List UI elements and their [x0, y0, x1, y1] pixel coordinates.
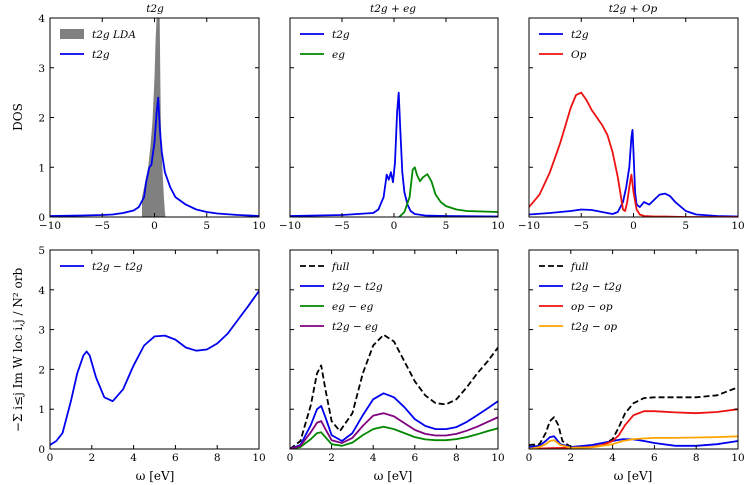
- xtick-label: 0: [47, 452, 54, 464]
- series-dos-t2g-op-1-line: [529, 91, 738, 217]
- xtick-label: 5: [203, 220, 210, 232]
- legend-label: full: [331, 261, 349, 273]
- legend-w-t2g-op: full t2g − t2g op − op t2g − op: [539, 261, 622, 333]
- ylabel-dos: DOS: [11, 103, 25, 131]
- xlabel-w-2: ω [eV]: [374, 469, 413, 483]
- series-w-t2g-0-line: [50, 290, 259, 446]
- legend-label: t2g: [332, 29, 350, 41]
- axes-frame-w-t2g-op: [528, 249, 739, 450]
- title-dos-t2g-op: t2g + Op: [609, 3, 658, 15]
- xtick-label: 0: [526, 452, 533, 464]
- title-dos-t2g: t2g: [146, 3, 164, 15]
- series-dos-t2g-eg-1-line: [398, 166, 498, 217]
- ylabel-w: −Σ i≤j Im W loc i,j / N² orb: [11, 268, 25, 433]
- series-w-t2g-eg-3-line: [290, 412, 498, 449]
- xtick-label: 4: [130, 452, 137, 464]
- xtick-label: 10: [252, 220, 265, 232]
- legend-label: t2g − t2g: [332, 281, 383, 293]
- ytick-label: 0: [38, 212, 45, 224]
- legend-label: t2g − op: [571, 321, 617, 333]
- legend-label: t2g − eg: [332, 321, 378, 333]
- xtick-label: −10: [39, 220, 61, 232]
- xtick-label: −10: [518, 220, 540, 232]
- xtick-label: −10: [279, 220, 301, 232]
- ytick-label: 1: [38, 404, 45, 416]
- legend-w-t2g-eg: full t2g − t2g eg − eg t2g − eg: [300, 261, 383, 333]
- xtick-label: 4: [609, 452, 616, 464]
- legend-w-t2g: t2g − t2g: [60, 261, 143, 273]
- xtick-label: 0: [630, 220, 637, 232]
- panel-dos-t2g-op: −10 −5 0 5 10 t2g Op: [518, 17, 745, 232]
- series-w-t2g-op-3-line: [529, 435, 738, 449]
- xtick-label: 10: [731, 220, 744, 232]
- xtick-label: 0: [287, 452, 294, 464]
- ytick-label: 2: [38, 364, 45, 376]
- xtick-label: 10: [252, 452, 265, 464]
- xtick-label: 6: [172, 452, 179, 464]
- axes-frame-w-t2g: [49, 249, 260, 450]
- legend-label: Op: [571, 49, 587, 61]
- series-dos-t2g-1-line: [50, 96, 259, 217]
- xtick-label: 10: [731, 452, 744, 464]
- panel-w-t2g: 0 2 4 6 8 10 0 1 2 3 4 5 t2g − t2g: [38, 245, 265, 464]
- xtick-label: 0: [151, 220, 158, 232]
- xtick-label: 5: [682, 220, 689, 232]
- legend-label: full: [570, 261, 588, 273]
- xtick-label: −5: [574, 220, 589, 232]
- xtick-label: 2: [88, 452, 95, 464]
- xlabel-w-3: ω [eV]: [614, 469, 653, 483]
- series-w-t2g-eg-2-line: [290, 425, 498, 449]
- ytick-label: 5: [38, 245, 45, 257]
- legend-label: op − op: [571, 301, 613, 313]
- series-dos-t2g-eg-0-line: [290, 91, 498, 217]
- ytick-label: 3: [38, 325, 45, 337]
- axes-frame-dos-t2g-eg: [289, 17, 499, 218]
- series-dos-t2g-op-0-line: [529, 128, 738, 217]
- legend-dos-t2g-eg: t2g eg: [300, 29, 350, 61]
- legend-dos-t2g: t2g LDA t2g: [60, 29, 136, 61]
- xtick-label: 0: [391, 220, 398, 232]
- title-dos-t2g-eg: t2g + eg: [370, 3, 416, 15]
- xtick-label: 2: [567, 452, 574, 464]
- xtick-label: 8: [214, 452, 221, 464]
- panel-dos-t2g: −10 −5 0 5 10 0 1 2 3 4 t2g LDA t2g: [38, 13, 265, 232]
- legend-label: t2g: [571, 29, 589, 41]
- xtick-label: 6: [651, 452, 658, 464]
- legend-dos-t2g-op: t2g Op: [539, 29, 589, 61]
- legend-label: t2g − t2g: [92, 261, 143, 273]
- xtick-label: 10: [491, 220, 504, 232]
- ytick-label: 4: [38, 285, 45, 297]
- xtick-label: 4: [370, 452, 377, 464]
- ytick-label: 1: [38, 162, 45, 174]
- xtick-label: 5: [443, 220, 450, 232]
- xlabel-w-1: ω [eV]: [136, 469, 175, 483]
- xtick-label: −5: [95, 220, 110, 232]
- series-w-t2g-eg-1-line: [290, 392, 498, 449]
- xtick-label: 8: [453, 452, 460, 464]
- ytick-label: 2: [38, 113, 45, 125]
- series-w-t2g-op-0-line: [529, 386, 738, 448]
- legend-label: t2g − t2g: [571, 281, 622, 293]
- panel-dos-t2g-eg: −10 −5 0 5 10 t2g eg: [279, 17, 505, 232]
- legend-label: eg: [332, 49, 345, 61]
- xtick-label: 6: [411, 452, 418, 464]
- ytick-label: 3: [38, 63, 45, 75]
- legend-swatch: [60, 29, 84, 39]
- ytick-label: 4: [38, 13, 45, 25]
- legend-label: t2g: [92, 49, 110, 61]
- panel-w-t2g-op: 0 2 4 6 8 10 full t2g − t2g op − op t2g − op: [526, 249, 745, 464]
- xtick-label: 8: [693, 452, 700, 464]
- panel-w-t2g-eg: 0 2 4 6 8 10 full t2g − t2g eg − eg t2g − eg: [287, 249, 505, 464]
- legend-label: t2g LDA: [92, 29, 136, 41]
- series-dos-t2g-0-area: [142, 18, 166, 217]
- axes-frame-w-t2g-eg: [289, 249, 499, 450]
- xtick-label: 10: [491, 452, 504, 464]
- xtick-label: −5: [334, 220, 349, 232]
- ytick-label: 0: [38, 444, 45, 456]
- legend-label: eg − eg: [332, 301, 374, 313]
- xtick-label: 2: [328, 452, 335, 464]
